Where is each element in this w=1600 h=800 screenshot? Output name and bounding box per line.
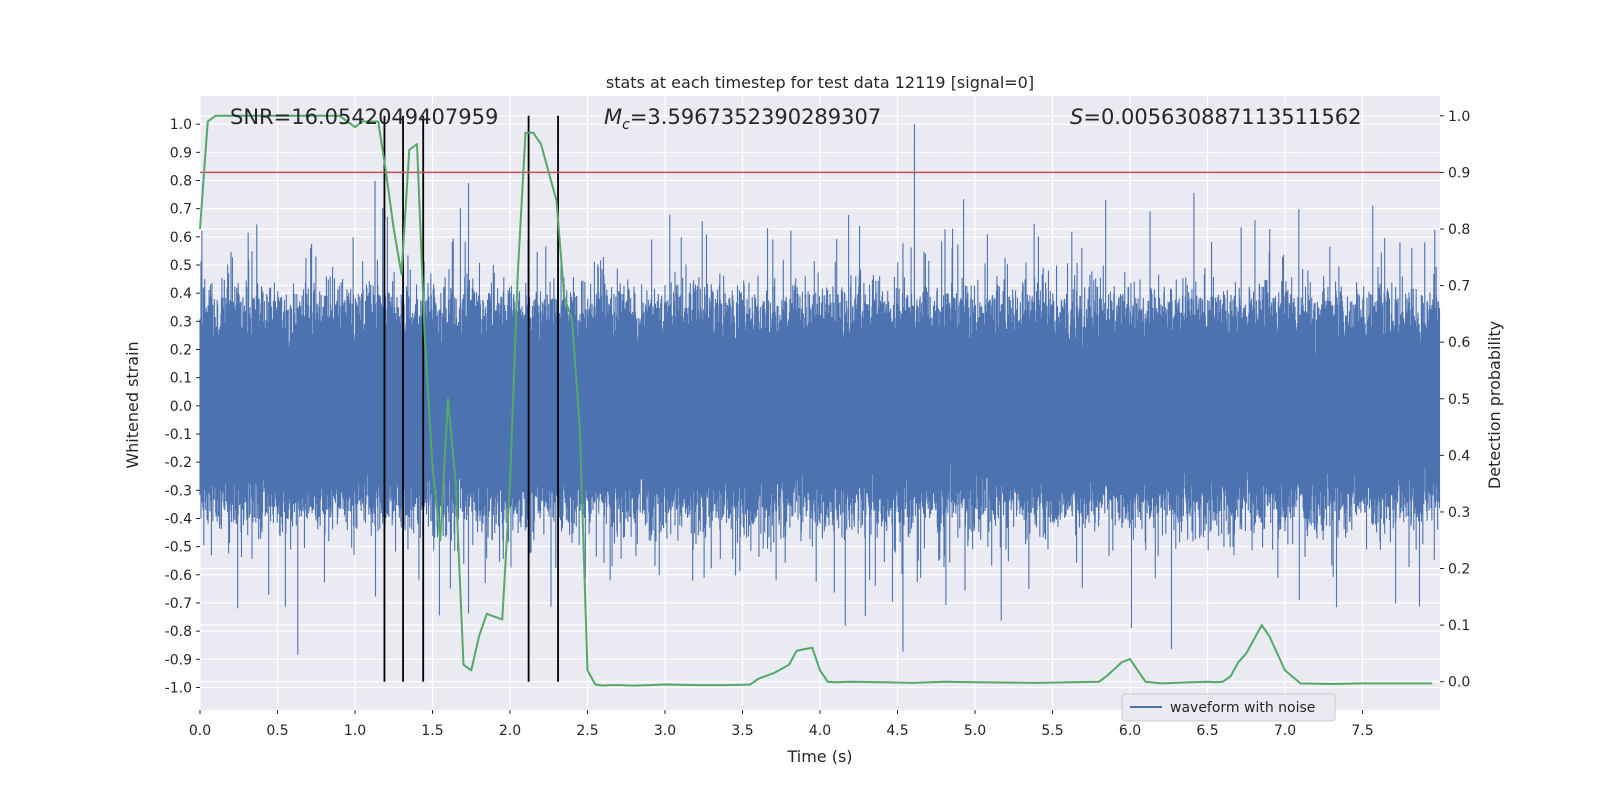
x-tick-label: 7.5 — [1351, 723, 1373, 739]
y-left-tick-label: -0.8 — [165, 624, 192, 640]
y-left-tick-label: 0.0 — [170, 399, 192, 415]
legend-box — [1121, 693, 1336, 722]
y-left-tick-label: 0.8 — [170, 173, 192, 189]
y-right-tick-label: 0.5 — [1448, 392, 1470, 408]
snr-annotation: SNR=16.0542049407959 — [230, 105, 498, 129]
chirp-mass-symbol: M — [604, 105, 622, 129]
chart-title: stats at each timestep for test data 121… — [606, 73, 1034, 92]
x-tick-label: 1.0 — [344, 723, 366, 739]
axis-ticks: 0.0 0.5 1.0 1.5 2.0 2.5 3.0 3.5 4.0 4.5 5.0 5.5 6.0 6… — [165, 109, 1471, 739]
y-right-tick-label: 0.7 — [1448, 279, 1470, 295]
y-left-tick-label: -0.2 — [165, 455, 192, 471]
x-axis-label: Time (s) — [786, 747, 852, 766]
y-right-tick-label: 0.8 — [1448, 222, 1470, 238]
probability-series — [199, 114, 1433, 687]
y-left-tick-label: 0.6 — [170, 230, 192, 246]
x-tick-label: 3.0 — [654, 723, 676, 739]
y-right-tick-label: 0.0 — [1448, 675, 1470, 691]
y-left-tick-label: -0.9 — [165, 652, 192, 668]
detection-probability-line — [199, 114, 1433, 687]
waveform-noise-trace — [199, 124, 1441, 655]
y-left-tick-label: -0.6 — [165, 568, 192, 584]
y-left-tick-label: 0.3 — [170, 314, 192, 330]
y-left-tick-label: 0.7 — [170, 202, 192, 218]
chirp-mass-subscript: c — [622, 117, 630, 133]
x-tick-label: 2.5 — [576, 723, 598, 739]
y-left-tick-label: -0.1 — [165, 427, 192, 443]
x-tick-label: 6.0 — [1119, 723, 1141, 739]
x-tick-label: 1.5 — [421, 723, 443, 739]
x-tick-label: 5.0 — [964, 723, 986, 739]
chirp-mass-annotation: Mc=3.5967352390289307 — [604, 105, 881, 133]
y-axis-label-right: Detection probability — [1485, 321, 1504, 489]
x-tick-label: 7.0 — [1274, 723, 1296, 739]
y-left-tick-label: 0.4 — [170, 286, 192, 302]
s-symbol: S — [1070, 105, 1083, 129]
y-right-tick-label: 0.4 — [1448, 448, 1470, 464]
x-tick-label: 2.0 — [499, 723, 521, 739]
x-tick-label: 5.5 — [1041, 723, 1063, 739]
y-left-tick-label: -0.3 — [165, 483, 192, 499]
y-left-tick-label: -0.4 — [165, 511, 192, 527]
y-right-tick-label: 0.1 — [1448, 618, 1470, 634]
y-left-tick-label: -0.7 — [165, 596, 192, 612]
x-tick-label: 4.0 — [809, 723, 831, 739]
legend: waveform with noise — [1121, 693, 1336, 722]
x-tick-label: 4.5 — [886, 723, 908, 739]
y-right-tick-label: 0.2 — [1448, 562, 1470, 578]
y-left-tick-label: -1.0 — [165, 680, 192, 696]
y-left-tick-label: 1.0 — [170, 117, 192, 133]
s-annotation: S=0.005630887113511562 — [1070, 105, 1361, 129]
y-right-tick-label: 0.6 — [1448, 335, 1470, 351]
x-tick-label: 3.5 — [731, 723, 753, 739]
y-axis-label-left: Whitened strain — [123, 341, 142, 468]
y-left-tick-label: 0.9 — [170, 145, 192, 161]
s-value: =0.005630887113511562 — [1083, 105, 1361, 129]
x-tick-label: 6.5 — [1196, 723, 1218, 739]
y-left-tick-label: -0.5 — [165, 540, 192, 556]
chirp-mass-value: =3.5967352390289307 — [630, 105, 881, 129]
waveform-series — [199, 124, 1441, 655]
x-tick-label: 0.0 — [189, 723, 211, 739]
y-right-tick-label: 1.0 — [1448, 109, 1470, 125]
y-left-tick-label: 0.5 — [170, 258, 192, 274]
y-left-tick-label: 0.1 — [170, 371, 192, 387]
x-tick-label: 0.5 — [266, 723, 288, 739]
y-left-tick-label: 0.2 — [170, 342, 192, 358]
y-right-tick-label: 0.3 — [1448, 505, 1470, 521]
y-right-tick-label: 0.9 — [1448, 165, 1470, 181]
legend-label-waveform: waveform with noise — [1170, 700, 1315, 716]
